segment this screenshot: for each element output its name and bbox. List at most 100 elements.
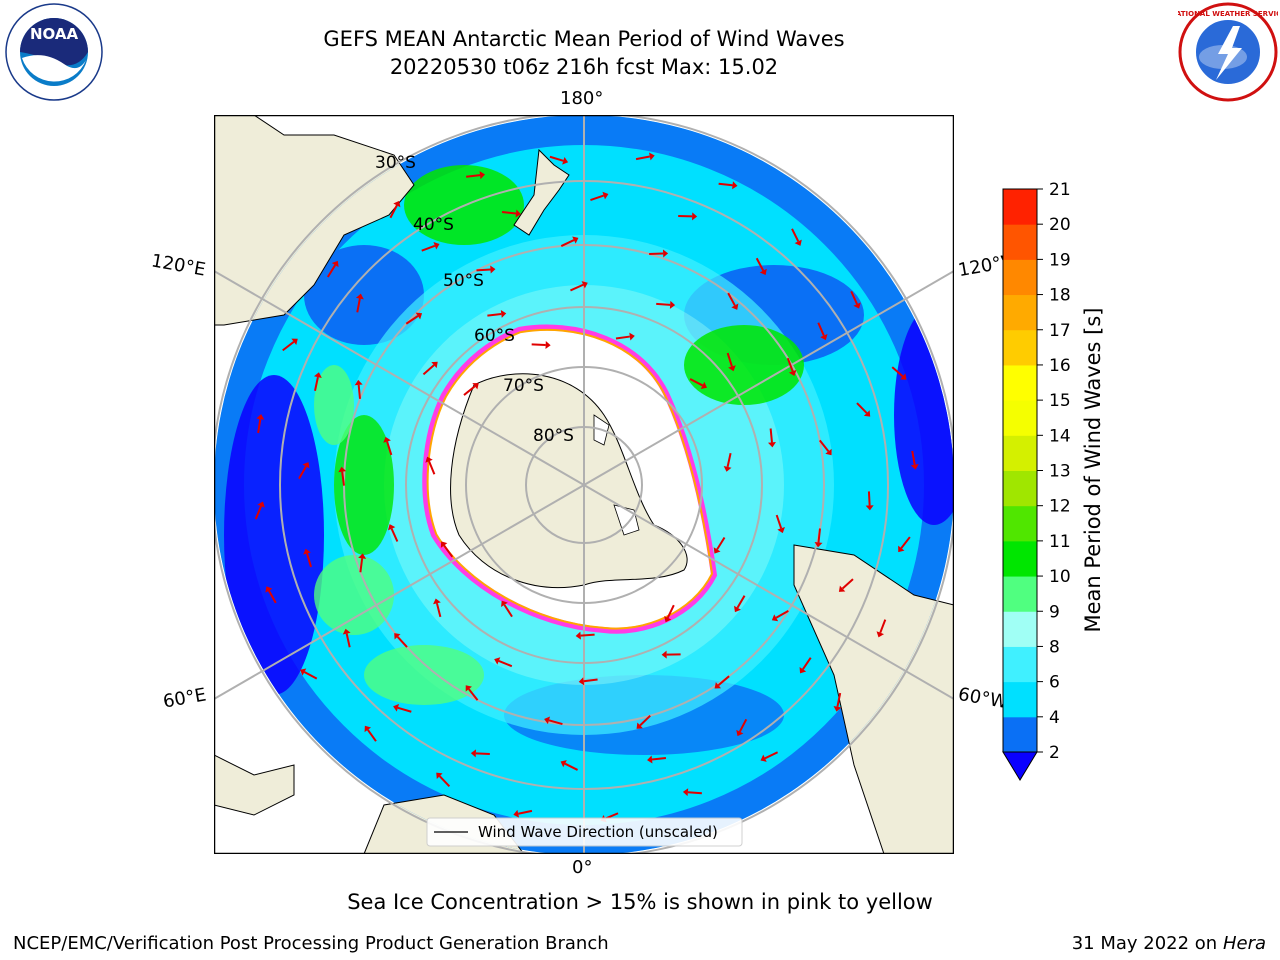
wind-arrow xyxy=(736,595,746,609)
colorbar-segment xyxy=(1003,364,1037,401)
colorbar-tick-label: 10 xyxy=(1049,567,1071,587)
wind-arrow xyxy=(503,604,513,618)
wind-arrow xyxy=(841,578,854,590)
wind-arrow xyxy=(466,174,481,178)
wind-arrow xyxy=(386,441,393,456)
colorbar-tick-label: 15 xyxy=(1049,391,1071,411)
wind-arrow xyxy=(570,283,584,292)
colorbar-tick-label: 20 xyxy=(1049,215,1071,235)
wind-arrow xyxy=(580,633,595,637)
lon-label-120e: 120°E xyxy=(149,250,208,281)
wind-arrow xyxy=(590,194,605,202)
lat-label-70s: 70°S xyxy=(503,376,544,396)
sea-ice-note: Sea Ice Concentration > 15% is shown in … xyxy=(347,890,933,914)
nws-logo-text: NATIONAL WEATHER SERVICE xyxy=(1178,10,1278,18)
wind-arrow xyxy=(560,239,575,247)
colorbar: 2 4 6 8 9 10 11 12 13 14 15 16 17 18 19 20 21 Mean Perio… xyxy=(1002,180,1105,781)
wind-arrow xyxy=(836,692,842,707)
colorbar-tick-label: 13 xyxy=(1049,462,1071,482)
wind-arrow-head xyxy=(788,369,797,376)
colorbar-tick-label: 17 xyxy=(1049,321,1071,341)
national-weather-service-logo-icon: NATIONAL WEATHER SERVICE xyxy=(1178,2,1278,102)
wind-arrow-head xyxy=(771,614,779,622)
wind-arrow-head xyxy=(544,716,550,725)
wind-arrow xyxy=(689,378,704,387)
wind-arrow xyxy=(639,714,651,727)
wind-arrow-head xyxy=(728,365,736,372)
wind-arrow xyxy=(727,292,736,306)
wind-arrow xyxy=(717,675,730,686)
wind-arrow-head xyxy=(731,303,739,310)
wind-arrow xyxy=(856,402,868,414)
wind-arrow xyxy=(487,312,502,317)
wind-arrow-head xyxy=(647,755,653,764)
wind-arrow-head xyxy=(433,598,441,605)
wind-arrow-head xyxy=(331,260,339,268)
colorbar-tick-label: 2 xyxy=(1049,743,1060,763)
lat-label-60s: 60°S xyxy=(474,326,515,346)
colorbar-segment xyxy=(1003,716,1037,753)
colorbar-segment xyxy=(1003,435,1037,471)
wind-arrow-head xyxy=(470,749,477,758)
wind-arrow-head xyxy=(863,410,871,417)
colorbar-segment xyxy=(1003,470,1037,507)
antarctic-map: 30°S 40°S 50°S 60°S 70°S 80°S Wind Wave … xyxy=(214,115,954,854)
wind-arrow-head xyxy=(900,373,907,380)
wind-arrow-head xyxy=(661,650,667,659)
madagascar-land xyxy=(214,754,295,816)
wind-arrow xyxy=(755,257,765,272)
colorbar-segment xyxy=(1003,400,1037,436)
wind-arrow xyxy=(476,268,491,272)
wind-arrow-head xyxy=(472,383,479,390)
wind-arrow xyxy=(802,657,812,670)
wind-arrow-head xyxy=(814,542,823,548)
wind-arrow-head xyxy=(853,302,861,309)
wind-arrow xyxy=(359,558,364,573)
wind-arrow-head xyxy=(501,600,508,608)
wind-arrow-head xyxy=(383,436,391,443)
wind-arrow-head xyxy=(736,729,744,737)
wind-arrow xyxy=(357,384,361,399)
wind-arrow-head xyxy=(732,181,738,190)
lat-label-50s: 50°S xyxy=(443,271,484,291)
wind-arrow xyxy=(268,590,277,604)
wind-arrow xyxy=(531,343,546,347)
wind-arrow xyxy=(666,604,675,619)
wind-arrow-head xyxy=(629,332,635,341)
wind-arrow-head xyxy=(338,466,347,473)
new-zealand-land xyxy=(513,148,570,236)
wind-arrow-head xyxy=(734,605,741,613)
lon-label-0: 0° xyxy=(572,857,593,878)
wind-arrow-head xyxy=(364,725,372,733)
lat-label-40s: 40°S xyxy=(413,215,454,235)
wind-arrow-head xyxy=(313,372,322,378)
wind-arrow xyxy=(726,452,732,468)
wind-arrow-head xyxy=(602,191,609,200)
wind-arrow xyxy=(475,752,490,755)
wind-arrow xyxy=(769,428,773,443)
wind-arrow-head xyxy=(825,448,832,456)
colorbar-segment xyxy=(1003,611,1037,647)
colorbar-label: Mean Period of Wind Waves [s] xyxy=(1081,308,1105,633)
wind-arrow xyxy=(656,302,671,306)
wind-arrow xyxy=(786,357,794,372)
wind-arrow-head xyxy=(794,239,802,246)
wind-arrow xyxy=(635,155,650,161)
wind-arrow xyxy=(254,505,263,520)
wind-arrow-head xyxy=(342,628,351,635)
wind-arrow xyxy=(468,688,479,701)
wind-arrow-head xyxy=(431,361,438,369)
wind-arrow-head xyxy=(299,668,307,676)
wind-arrow xyxy=(879,619,887,634)
colorbar-segment xyxy=(1003,646,1037,683)
wind-arrow-head xyxy=(578,677,585,686)
wind-arrow-head xyxy=(513,809,520,818)
host-text: Hera xyxy=(1222,933,1266,954)
colorbar-tick-label: 8 xyxy=(1049,637,1060,657)
lat-label-30s: 30°S xyxy=(375,153,416,173)
wind-arrow-head xyxy=(440,541,448,548)
wind-arrow xyxy=(389,204,398,219)
colorbar-tick-label: 12 xyxy=(1049,497,1071,517)
wind-arrow xyxy=(438,775,451,787)
wind-arrow-head xyxy=(662,249,669,258)
